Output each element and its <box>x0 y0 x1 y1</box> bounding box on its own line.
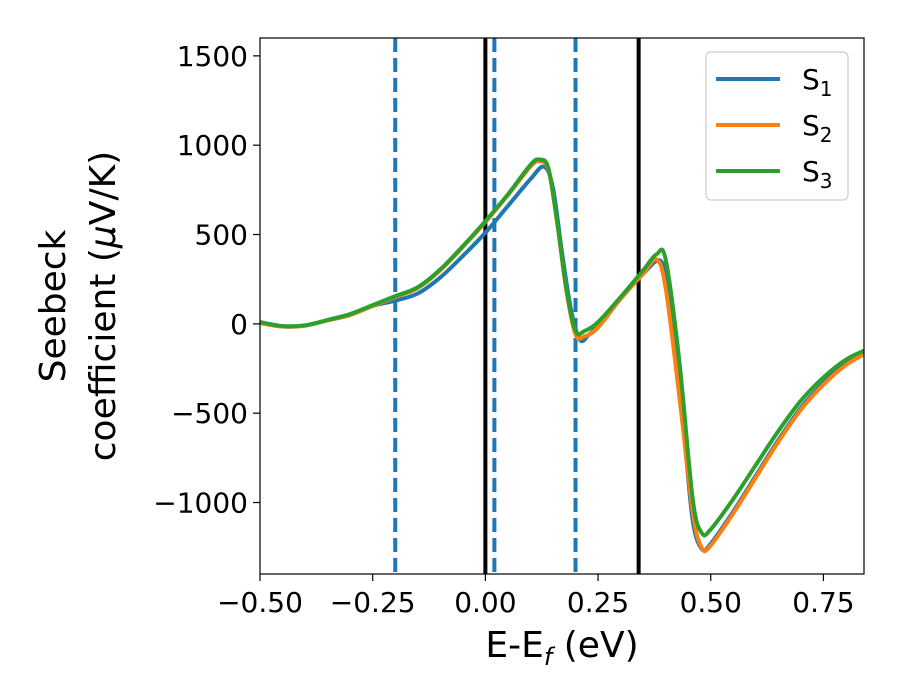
x-tick-label: 0.00 <box>454 586 516 619</box>
y-tick-label: 1000 <box>177 129 248 162</box>
y-tick-label: 1500 <box>177 40 248 73</box>
y-axis-ticks: 1500 1000 500 0 −500 −1000 <box>153 40 260 520</box>
x-axis-label: E-Ef (eV) <box>485 625 638 671</box>
plot-frame <box>259 37 865 575</box>
x-tick-label: −0.25 <box>330 586 416 619</box>
y-tick-label: −1000 <box>153 487 248 520</box>
svg-text:Seebeck: Seebeck <box>33 229 74 382</box>
y-tick-label: 500 <box>195 219 248 252</box>
legend-label-s1: S1 <box>802 63 833 101</box>
series-s2-line <box>260 159 864 554</box>
series-s3-line <box>260 157 864 538</box>
x-tick-label: 0.25 <box>567 586 629 619</box>
y-axis-label: Seebeck coefficient (μV/K) <box>33 151 124 461</box>
x-tick-label: −0.50 <box>217 586 303 619</box>
x-axis-ticks: −0.50 −0.25 0.00 0.25 0.50 0.75 <box>217 574 855 619</box>
series-s1-line <box>260 164 864 553</box>
reference-lines <box>393 38 641 574</box>
legend-label-s2: S2 <box>802 109 833 147</box>
series-lines <box>260 157 864 554</box>
y-tick-label: −500 <box>171 397 248 430</box>
legend-label-s3: S3 <box>802 155 833 193</box>
x-tick-label: 0.50 <box>680 586 742 619</box>
legend: S1 S2 S3 <box>705 51 849 201</box>
svg-text:coefficient (μV/K): coefficient (μV/K) <box>83 151 124 461</box>
y-tick-label: 0 <box>230 308 248 341</box>
x-tick-label: 0.75 <box>792 586 854 619</box>
